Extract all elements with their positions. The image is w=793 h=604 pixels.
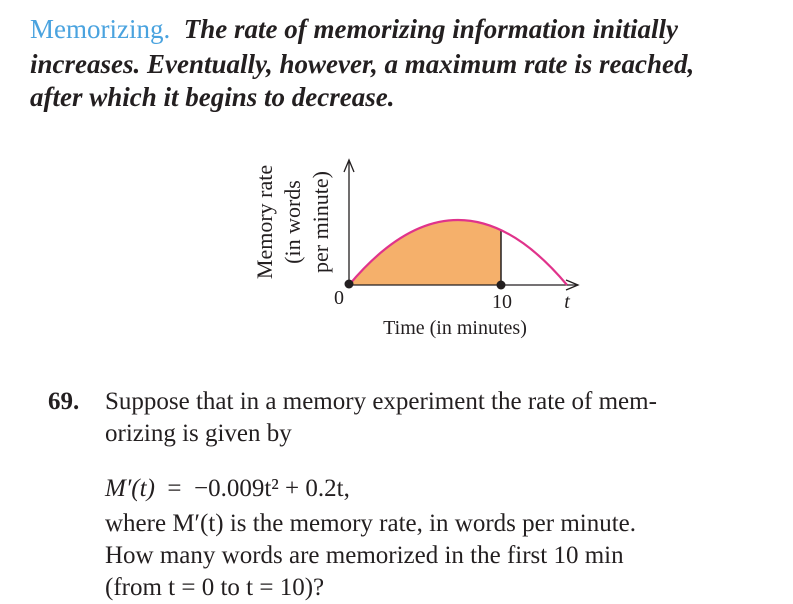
problem-text: (from t = 0 to t = 10)? [105,574,325,601]
axis-variable: t [564,291,570,313]
problem-text: orizing is given by [105,420,292,447]
problem-text: where M′(t) is the memory rate, in words… [105,510,637,537]
problem-number: 69. [48,388,80,415]
intro-text: after which it begins to decrease. [30,82,395,112]
intro-line: Memorizing. The rate of memorizing infor… [30,14,678,45]
equation-rhs: −0.009t² + 0.2t, [194,475,350,502]
shaded-area [349,220,501,285]
point [344,279,354,289]
equation: M′(t) = −0.009t² + 0.2t, [105,475,350,503]
x-arrow [565,279,580,291]
tick-label: 10 [492,291,512,313]
problem-text: How many words are memorized in the firs… [105,542,624,569]
y-axis-label: Memory rate [252,165,277,279]
y-axis-label: (in words [280,180,305,264]
curve [348,218,568,286]
point [496,280,506,290]
y-axis-label: per minute) [308,171,333,273]
y-arrow [343,158,355,173]
origin-label: 0 [334,287,344,309]
intro-text: increases. Eventually, however, a maximu… [30,49,695,79]
figure: 0 10 t Time (in minutes) Memory rate (in… [252,158,580,339]
equation-equals: = [167,475,182,502]
equation-lhs: M′(t) [105,475,155,502]
intro-heading: Memorizing. [30,14,171,44]
problem-text: Suppose that in a memory experiment the … [105,388,657,415]
x-axis-label: Time (in minutes) [383,317,527,339]
intro-text: The rate of memorizing information initi… [183,14,679,44]
